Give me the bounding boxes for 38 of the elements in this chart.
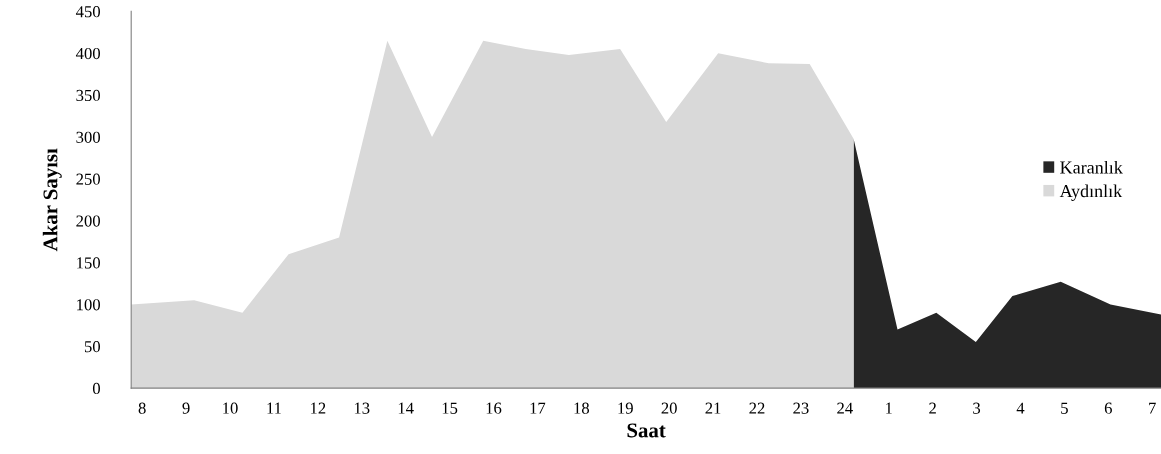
- x-tick-label: 9: [182, 402, 190, 414]
- x-tick-label: 6: [1104, 402, 1112, 414]
- y-tick-label: 250: [76, 173, 100, 185]
- x-tick-label: 4: [1016, 402, 1025, 414]
- x-tick-label: 2: [929, 402, 936, 414]
- y-tick-label: 350: [76, 89, 100, 102]
- y-tick-label: 200: [76, 215, 100, 227]
- legend-label: Aydınlık: [1059, 184, 1123, 201]
- x-tick-label: 20: [661, 402, 677, 414]
- x-tick-label: 13: [354, 402, 370, 414]
- x-tick-label: 3: [973, 402, 981, 414]
- y-tick-label: 450: [75, 6, 100, 18]
- x-tick-label: 18: [574, 402, 590, 414]
- x-tick-label: 15: [442, 402, 458, 414]
- x-tick-label: 23: [793, 402, 809, 414]
- y-tick-label: 50: [84, 341, 100, 353]
- x-tick-label: 17: [530, 402, 546, 414]
- x-tick-label: 22: [749, 402, 765, 414]
- x-tick-label: 12: [310, 402, 326, 414]
- y-tick-label: 100: [77, 299, 100, 311]
- x-tick-label: 7: [1149, 402, 1156, 414]
- x-tick-label: 16: [486, 402, 502, 414]
- x-tick-label: 11: [267, 402, 281, 414]
- y-tick-label: 150: [77, 257, 100, 269]
- x-tick-label: 1: [886, 402, 892, 414]
- x-tick-label: 24: [837, 402, 853, 414]
- x-tick-label: 5: [1061, 402, 1068, 414]
- x-tick-label: 21: [705, 402, 721, 414]
- x-tick-label: 8: [138, 402, 146, 414]
- x-tick-label: 10: [223, 402, 238, 414]
- legend-label: Karanlık: [1060, 160, 1123, 174]
- y-axis-title: Akar Sayısı: [42, 148, 62, 252]
- x-tick-label: 19: [618, 402, 633, 414]
- y-tick-label: 0: [92, 382, 100, 395]
- x-axis-title: Saat: [627, 423, 666, 438]
- y-tick-label: 300: [76, 131, 100, 143]
- x-tick-label: 14: [398, 402, 414, 414]
- y-tick-label: 400: [75, 47, 100, 60]
